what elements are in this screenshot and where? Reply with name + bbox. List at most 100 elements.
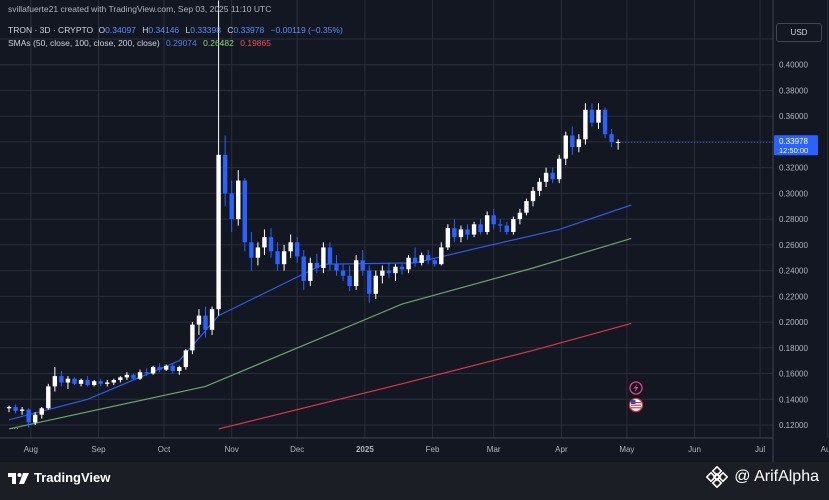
- candle-down: [72, 377, 77, 386]
- candle-body: [406, 257, 411, 270]
- candle-up: [78, 378, 84, 387]
- x-tick-label: Dec: [290, 445, 304, 454]
- candle-body: [157, 367, 162, 370]
- candle-body: [137, 372, 143, 379]
- candle-body: [170, 365, 175, 371]
- candle-up: [373, 270, 378, 299]
- tradingview-logo-icon: [8, 472, 29, 484]
- candle-up: [537, 177, 542, 196]
- legend-sma[interactable]: SMAs (50, close, 100, close, 200, close)…: [8, 38, 271, 48]
- y-tick-label: 0.40000: [779, 61, 808, 70]
- candle-body: [216, 154, 221, 310]
- candle-body: [458, 229, 464, 238]
- candle-body: [78, 379, 84, 384]
- sma50-value: 0.29074: [166, 38, 197, 48]
- candle-body: [367, 270, 372, 294]
- price-tag-countdown: 12:50:00: [779, 146, 808, 155]
- candle-body: [609, 134, 614, 142]
- currency-button[interactable]: USD: [776, 23, 822, 42]
- price-chart[interactable]: 0.12000 0.14000 0.16000 0.18000 0.20000 0.220…: [0, 0, 829, 462]
- low-value: 0.33398: [190, 25, 221, 35]
- lightning-bolt: [633, 383, 639, 393]
- sma-lines: [8, 204, 632, 430]
- candle-down: [229, 180, 234, 232]
- x-tick-label: Aug: [821, 445, 829, 454]
- x-tick-label: Aug: [24, 445, 38, 454]
- candle-down: [452, 219, 457, 243]
- candle-up: [484, 211, 490, 235]
- candle-down: [268, 228, 274, 258]
- sma50-line: [8, 204, 632, 421]
- y-tick-label: 0.18000: [779, 344, 808, 353]
- us-flag-icon: [628, 397, 644, 413]
- sma200-value: 0.19865: [240, 38, 271, 48]
- candle-down: [327, 242, 333, 271]
- binance-logo-icon: [706, 466, 729, 488]
- candle-body: [373, 275, 378, 294]
- candle-body: [439, 247, 444, 265]
- candle-up: [124, 372, 130, 380]
- candle-down: [26, 408, 31, 428]
- candles: [6, 0, 621, 428]
- candle-down: [13, 404, 18, 414]
- candle-body: [380, 270, 385, 276]
- candle-up: [393, 264, 398, 281]
- candle-body: [340, 270, 346, 276]
- candle-body: [360, 260, 365, 271]
- candle-up: [288, 234, 293, 258]
- candle-down: [465, 224, 470, 240]
- author-watermark: @ ArifAlpha: [706, 466, 819, 488]
- candle-body: [570, 135, 575, 148]
- candle-down: [85, 376, 90, 387]
- flag-stripe: [631, 402, 641, 404]
- candle-body: [484, 215, 490, 232]
- candle-body: [111, 379, 116, 383]
- candle-body: [150, 367, 156, 374]
- candle-body: [183, 350, 189, 368]
- candle-body: [6, 406, 12, 409]
- candle-down: [242, 177, 247, 252]
- candle-down: [360, 250, 365, 276]
- candle-down: [589, 103, 595, 127]
- candle-down: [504, 221, 509, 235]
- candle-up: [563, 131, 568, 166]
- candle-down: [367, 265, 372, 303]
- candle-up: [137, 369, 143, 380]
- candle-body: [105, 382, 110, 384]
- candle-body: [426, 255, 431, 261]
- candle-body: [65, 378, 71, 383]
- candle-body: [295, 242, 300, 257]
- y-tick-label: 0.14000: [779, 395, 808, 404]
- candle-down: [98, 378, 103, 387]
- y-tick-label: 0.36000: [779, 112, 808, 121]
- brand-text: TradingView: [34, 470, 111, 485]
- candle-body: [288, 242, 293, 252]
- candle-down: [498, 219, 503, 232]
- low-label: L: [185, 25, 191, 35]
- candle-body: [563, 135, 568, 159]
- candle-up: [6, 405, 12, 413]
- candle-up: [19, 406, 25, 415]
- candle-down: [59, 370, 64, 387]
- candle-body: [465, 229, 470, 235]
- candle-body: [537, 181, 542, 191]
- candle-body: [39, 408, 44, 415]
- candle-body: [196, 315, 202, 325]
- candle-down: [609, 129, 614, 148]
- candle-body: [91, 381, 97, 386]
- candle-body: [576, 139, 582, 148]
- candle-body: [432, 260, 437, 265]
- candle-down: [550, 167, 555, 184]
- legend-ohlc: TRON · 3D · CRYPTO O0.34097 H0.34146 L0.…: [8, 25, 347, 35]
- candle-up: [65, 376, 71, 389]
- chart-grid: [0, 0, 829, 438]
- author-handle: @ ArifAlpha: [734, 468, 819, 485]
- candle-up: [91, 379, 97, 387]
- candle-up: [406, 255, 411, 274]
- more-options-dots[interactable]: ...: [11, 421, 19, 431]
- candle-body: [98, 381, 103, 384]
- candle-up: [439, 242, 444, 266]
- candle-up: [183, 349, 189, 370]
- candle-body: [59, 376, 64, 383]
- candle-up: [308, 257, 313, 287]
